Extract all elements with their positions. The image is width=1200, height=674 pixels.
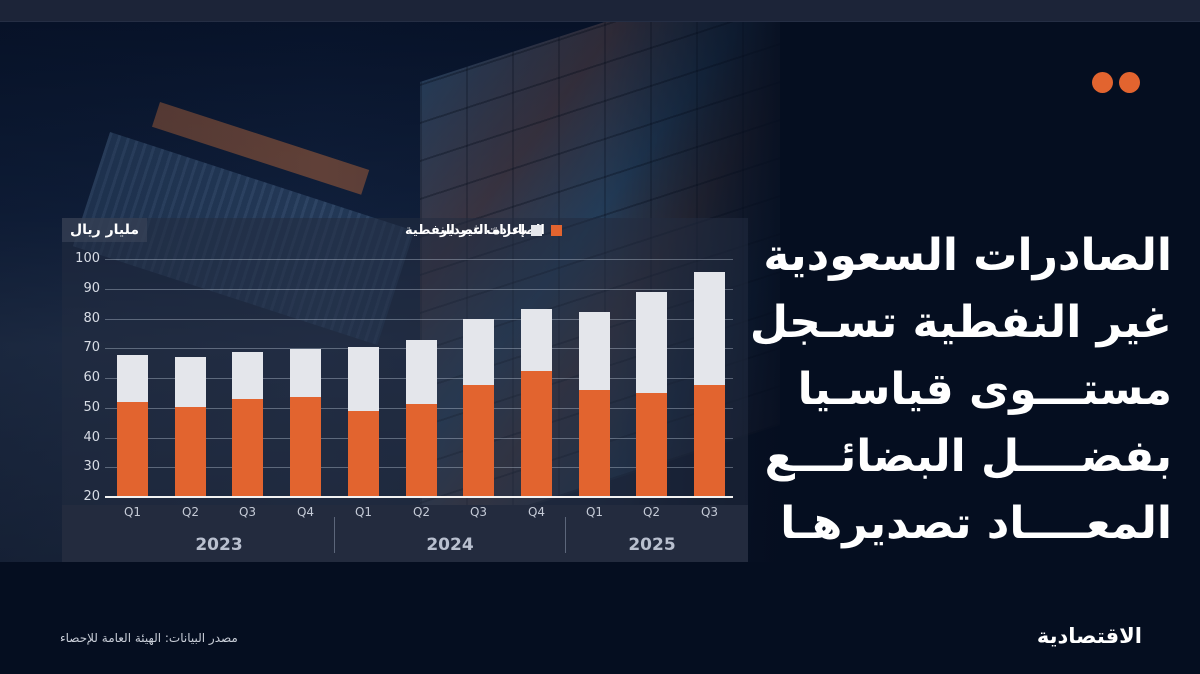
legend-swatch-orange-icon [550, 224, 562, 236]
bar-segment-re-exports [521, 308, 552, 371]
year-divider [565, 517, 566, 553]
gridline [105, 319, 733, 320]
headline-line: بفضــــل البضائـــع [764, 431, 1172, 482]
y-tick-label: 100 [75, 251, 100, 266]
legend-item-re-exports: إعادة التصدير [440, 220, 543, 240]
bar-segment-re-exports [117, 355, 148, 402]
bar-segment-re-exports [463, 318, 494, 385]
chart-axis-band [62, 505, 748, 562]
bar-segment-re-exports [348, 346, 379, 412]
x-tick-label: Q3 [700, 505, 719, 519]
bar-segment-non-oil-exports [348, 411, 379, 497]
y-tick-label: 90 [83, 281, 100, 296]
x-tick-label: Q1 [123, 505, 142, 519]
y-tick-label: 80 [83, 311, 100, 326]
x-axis-line [105, 496, 733, 498]
x-tick-label: Q4 [527, 505, 546, 519]
bar-segment-non-oil-exports [463, 384, 494, 497]
x-tick-label: Q2 [181, 505, 200, 519]
year-label: 2024 [426, 535, 474, 555]
legend-item-non-oil-exports: الصادرات غير النفطية [405, 220, 562, 240]
dot-icon [1119, 72, 1140, 93]
x-tick-label: Q3 [238, 505, 257, 519]
x-tick-label: Q4 [296, 505, 315, 519]
bar-segment-non-oil-exports [694, 384, 725, 497]
headline-line: المعــــاد تصديرهـا [780, 498, 1172, 549]
y-tick-label: 20 [83, 489, 100, 504]
bar-segment-re-exports [406, 340, 437, 405]
y-tick-label: 40 [83, 430, 100, 445]
year-divider [334, 517, 335, 553]
bar-segment-non-oil-exports [117, 401, 148, 497]
headline: الصادرات السعودية غير النفطية تسـجل مستـ… [749, 222, 1172, 557]
bar-segment-re-exports [636, 292, 667, 394]
x-tick-label: Q1 [585, 505, 604, 519]
y-axis-unit-label: مليار ريال [62, 218, 148, 242]
decorative-dots [1092, 72, 1140, 93]
bar-segment-non-oil-exports [232, 399, 263, 497]
y-tick-label: 50 [83, 400, 100, 415]
publisher-logo: الاقتصادية [1036, 624, 1142, 648]
x-tick-label: Q1 [354, 505, 373, 519]
bar-segment-non-oil-exports [290, 397, 321, 497]
data-source-note: مصدر البيانات: الهيئة العامة للإحصاء [60, 631, 238, 645]
legend-label: إعادة التصدير [440, 222, 526, 238]
bar-segment-re-exports [175, 357, 206, 408]
bar-segment-non-oil-exports [636, 393, 667, 497]
bar-segment-re-exports [232, 351, 263, 400]
legend-label: الصادرات غير النفطية [405, 222, 545, 238]
bar-segment-re-exports [290, 348, 321, 398]
year-label: 2023 [195, 535, 243, 555]
gridline [105, 259, 733, 260]
headline-line: الصادرات السعودية [763, 230, 1172, 281]
bar-segment-re-exports [579, 311, 610, 391]
bar-segment-non-oil-exports [406, 404, 437, 497]
dot-icon [1092, 72, 1113, 93]
bar-segment-non-oil-exports [521, 370, 552, 497]
legend-swatch-white-icon [531, 224, 543, 236]
year-label: 2025 [628, 535, 676, 555]
headline-line: غير النفطية تسـجل [749, 297, 1172, 348]
x-tick-label: Q2 [642, 505, 661, 519]
y-tick-label: 60 [83, 370, 100, 385]
bar-segment-non-oil-exports [175, 407, 206, 497]
bar-segment-non-oil-exports [579, 390, 610, 497]
gridline [105, 289, 733, 290]
x-tick-label: Q2 [412, 505, 431, 519]
y-tick-label: 30 [83, 459, 100, 474]
bar-segment-re-exports [694, 272, 725, 385]
top-band [0, 0, 1200, 22]
headline-line: مستـــوى قياسـيا [797, 364, 1172, 415]
x-tick-label: Q3 [469, 505, 488, 519]
y-tick-label: 70 [83, 340, 100, 355]
